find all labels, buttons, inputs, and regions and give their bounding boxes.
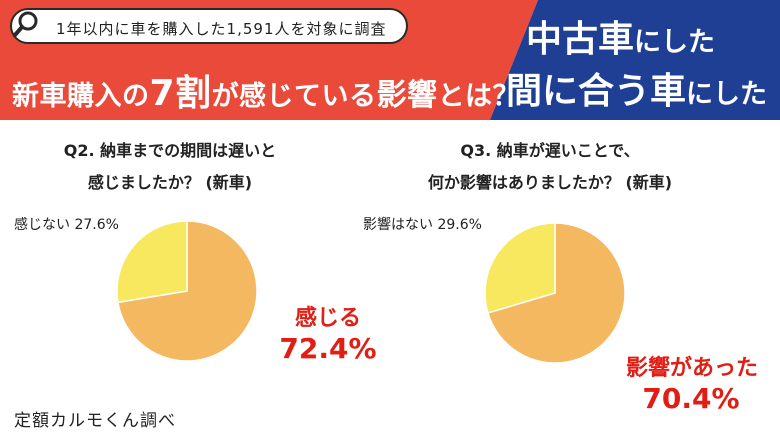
search-icon — [13, 11, 38, 37]
headline-end: とは？ — [437, 81, 521, 112]
chart2-title: Q3. 納車が遅いことで、 何か影響はありましたか？ (新車) — [400, 135, 700, 199]
headline: 新車購入の7割が感じている影響とは？ — [12, 64, 520, 116]
banner-right-line-1: 中古車にした — [526, 10, 715, 62]
survey-note-pill: 1年以内に車を購入した1,591人を対象に調査 — [10, 8, 408, 44]
header-banner: 1年以内に車を購入した1,591人を対象に調査 新車購入の7割が感じている影響と… — [0, 0, 780, 120]
chart2-minor-label: 影響はない 29.6% — [363, 214, 482, 234]
chart1-major-label: 感じる 72.4% — [278, 300, 378, 365]
survey-note: 1年以内に車を購入した1,591人を対象に調査 — [56, 20, 387, 38]
headline-emphasis: 7割 — [149, 73, 212, 114]
chart2-title-line2: 何か影響はありましたか？ (新車) — [427, 173, 673, 192]
pie-slice-minor — [484, 222, 556, 314]
headline-emphasis-2: 影響 — [376, 78, 438, 113]
source-note: 定額カルモくん調べ — [14, 411, 176, 431]
banner-right-line-2: 間に合う車にした — [506, 62, 767, 114]
chart2-minor-label-text: 影響はない — [363, 217, 433, 233]
chart1-major-value: 72.4% — [279, 332, 377, 365]
chart2-major-value: 70.4% — [642, 382, 740, 415]
pie-slice-minor — [116, 220, 188, 304]
pie-slice-major — [486, 222, 626, 364]
chart1-title-line2: 感じましたか？ (新車) — [87, 173, 253, 192]
used-car-suffix: にした — [634, 27, 716, 58]
chart2-minor-value: 29.6% — [437, 217, 482, 233]
headline-suffix: が感じている — [211, 81, 377, 112]
chart2-major-label: 影響があった 70.4% — [626, 350, 759, 415]
chart1-title-line1: Q2. 納車までの期間は遅いと — [63, 141, 277, 160]
chart1-title: Q2. 納車までの期間は遅いと 感じましたか？ (新車) — [60, 135, 280, 199]
chart2-major-label-text: 影響があった — [626, 356, 759, 381]
headline-prefix: 新車購入の — [12, 81, 150, 112]
chart1-minor-label-text: 感じない — [14, 217, 70, 233]
chart1-major-label-text: 感じる — [294, 306, 361, 331]
chart1-minor-label: 感じない 27.6% — [14, 214, 119, 234]
in-time-car-suffix: にした — [686, 79, 768, 110]
used-car-text: 中古車 — [526, 19, 635, 60]
chart1-pie — [116, 220, 258, 362]
chart2-pie — [484, 222, 626, 364]
chart1-minor-value: 27.6% — [74, 217, 119, 233]
chart2-title-line1: Q3. 納車が遅いことで、 — [460, 141, 640, 160]
in-time-car-text: 間に合う車 — [506, 71, 687, 112]
